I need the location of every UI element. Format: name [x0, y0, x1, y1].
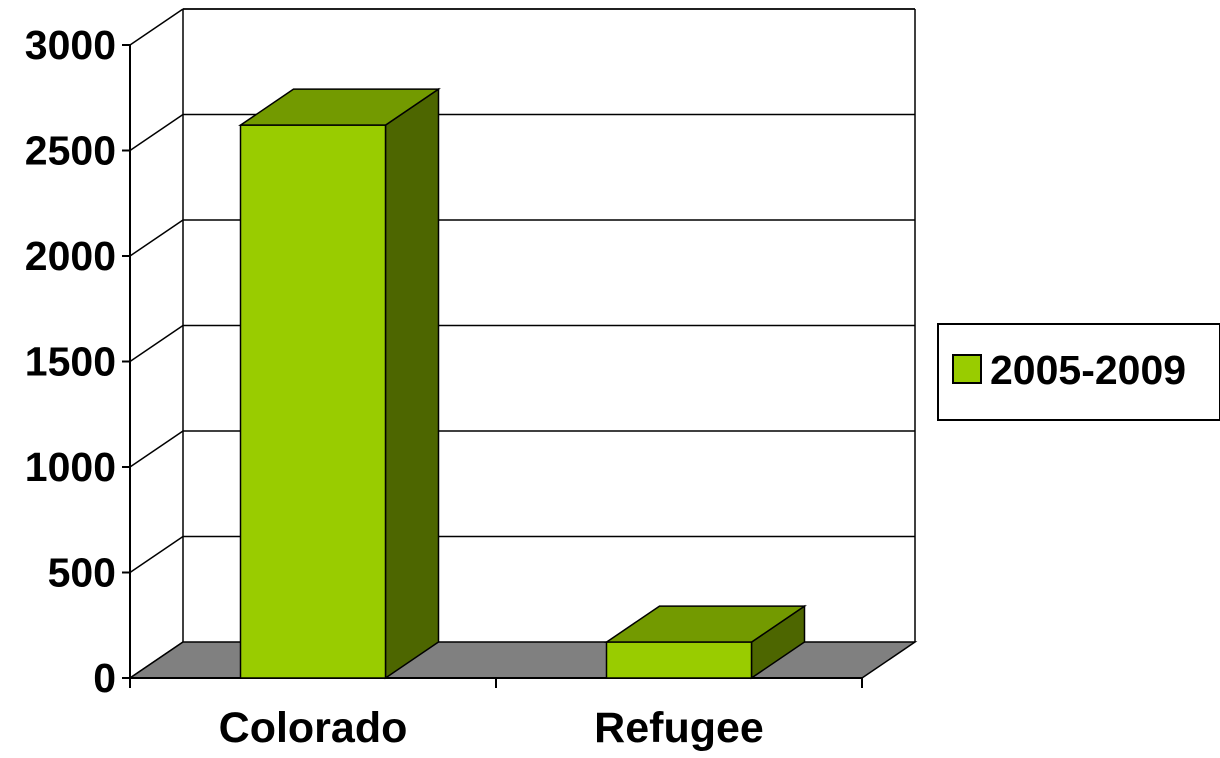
- axes: [122, 44, 863, 688]
- x-axis-category-labels: Colorado Refugee: [219, 704, 764, 752]
- bar-side-face: [384, 87, 440, 680]
- side-wall-gridline: [129, 8, 184, 46]
- legend: 2005-2009: [937, 323, 1220, 421]
- side-wall-gridline: [129, 535, 184, 574]
- y-tick-label: 0: [93, 655, 116, 701]
- bar: [238, 87, 441, 680]
- legend-swatch: [952, 354, 982, 384]
- y-tick-label: 2000: [25, 233, 116, 279]
- legend-entry-label: 2005-2009: [990, 347, 1186, 393]
- bar: [604, 604, 807, 680]
- side-wall-gridline: [129, 113, 184, 152]
- side-wall-gridline: [129, 219, 184, 257]
- x-category-label: Refugee: [594, 704, 764, 752]
- y-tick-label: 1500: [25, 339, 116, 385]
- x-category-label: Colorado: [219, 704, 408, 752]
- bars: [238, 87, 807, 680]
- bar-front-face: [239, 124, 387, 679]
- legend-box: [937, 323, 1220, 421]
- y-tick-label: 2500: [25, 128, 116, 174]
- y-tick-label: 3000: [25, 22, 116, 68]
- side-wall-gridline: [129, 324, 184, 363]
- y-axis-tick-labels: 0 500 1000 1500 2000 2500 3000: [25, 22, 116, 701]
- side-wall-gridline: [129, 430, 184, 468]
- y-tick-label: 500: [48, 550, 116, 596]
- y-tick-label: 1000: [25, 444, 116, 490]
- bar-front-face: [605, 641, 753, 679]
